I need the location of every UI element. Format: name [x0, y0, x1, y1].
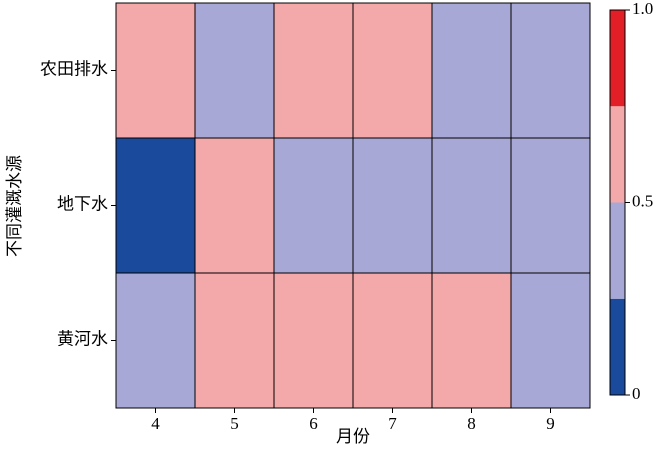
heatmap-cell: [510, 2, 591, 139]
y-tick-label: 黄河水: [57, 329, 108, 348]
colorbar-tick-label: 1.0: [632, 0, 653, 18]
heatmap-cell: [115, 2, 196, 139]
heatmap-cell: [194, 137, 275, 274]
heatmap-cell: [194, 2, 275, 139]
heatmap-cell: [352, 137, 433, 274]
y-tick-label: 农田排水: [40, 59, 108, 78]
colorbar-tick-label: 0: [632, 384, 641, 403]
heatmap-cell: [431, 2, 512, 139]
heatmap-cell: [352, 2, 433, 139]
x-tick-label: 5: [230, 414, 239, 433]
colorbar-segment: [610, 202, 625, 299]
heatmap-cell: [273, 2, 354, 139]
x-tick-label: 7: [388, 414, 397, 433]
x-tick-label: 6: [309, 414, 318, 433]
heatmap-cell: [510, 272, 591, 409]
heatmap-cell: [510, 137, 591, 274]
heatmap-cell: [431, 137, 512, 274]
y-tick-label: 地下水: [57, 194, 108, 213]
colorbar-segment: [610, 106, 625, 203]
heatmap-cell: [273, 272, 354, 409]
heatmap-cell: [115, 272, 196, 409]
x-tick-label: 9: [546, 414, 555, 433]
x-tick-label: 4: [151, 414, 160, 433]
heatmap-cell: [273, 137, 354, 274]
colorbar-tick-label: 0.5: [632, 191, 653, 210]
colorbar-segment: [610, 10, 625, 107]
heatmap-cell: [115, 137, 196, 274]
x-tick-label: 8: [467, 414, 476, 433]
heatmap-cell: [352, 272, 433, 409]
y-axis-label: 不同灌溉水源: [5, 155, 24, 257]
x-axis-label: 月份: [336, 427, 370, 446]
heatmap-cell: [431, 272, 512, 409]
colorbar-segment: [610, 298, 625, 395]
heatmap-cell: [194, 272, 275, 409]
